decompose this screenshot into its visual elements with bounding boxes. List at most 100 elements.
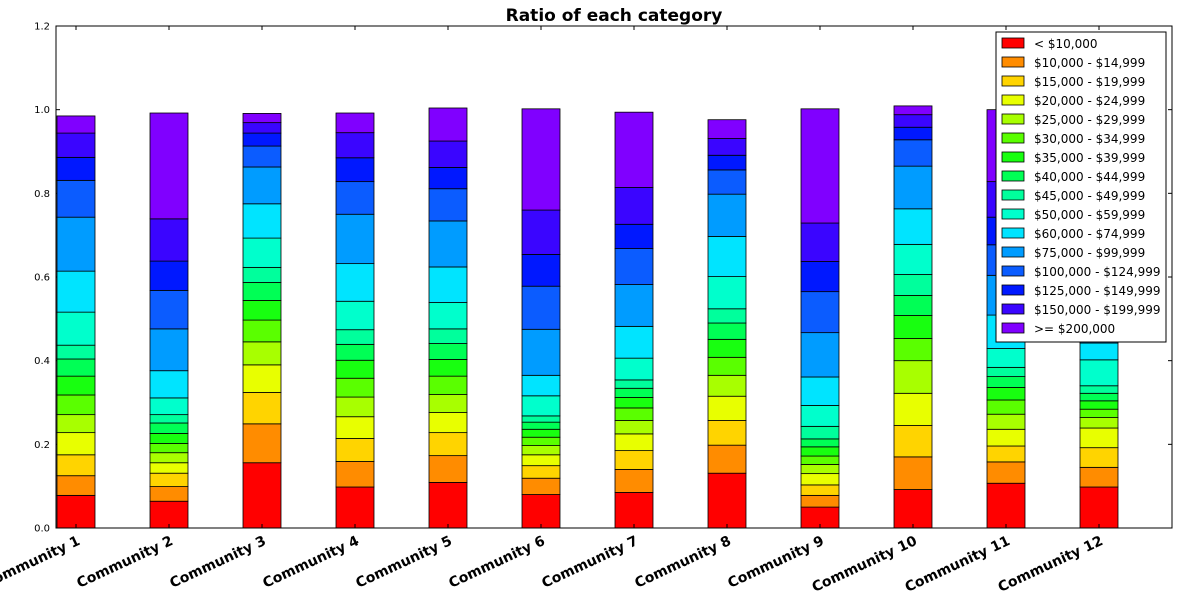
bar-segment xyxy=(428,107,468,142)
bar-segment xyxy=(242,203,282,239)
bar-segment xyxy=(893,489,933,529)
bar-segment xyxy=(521,445,561,456)
xtick-label: Community 6 xyxy=(446,533,547,592)
legend-swatch xyxy=(1001,322,1025,334)
bar-segment xyxy=(614,284,654,327)
ytick-label: 0.4 xyxy=(34,356,50,367)
bar-segment xyxy=(893,392,933,426)
bar-segment xyxy=(614,433,654,452)
bar-segment xyxy=(428,455,468,483)
legend-label: $35,000 - $39,999 xyxy=(1034,151,1145,165)
bar-segment xyxy=(242,145,282,168)
bar-segment xyxy=(56,414,96,434)
bar-segment xyxy=(335,300,375,331)
bar-segment xyxy=(707,169,747,195)
bar-segment xyxy=(893,105,933,116)
xtick-label: Community 2 xyxy=(74,533,175,592)
bar-segment xyxy=(986,482,1026,529)
bar-segment xyxy=(56,494,96,529)
xtick-label: Community 7 xyxy=(539,533,640,592)
bar-segment xyxy=(149,433,189,444)
legend-label: $100,000 - $124,999 xyxy=(1034,265,1160,279)
bar-segment xyxy=(242,392,282,425)
bar-segment xyxy=(56,156,96,181)
bar-segment xyxy=(800,494,840,508)
bar-segment xyxy=(335,359,375,379)
legend-label: $20,000 - $24,999 xyxy=(1034,94,1145,108)
bar-segment xyxy=(893,243,933,275)
bar-segment xyxy=(56,179,96,218)
legend-label: $25,000 - $29,999 xyxy=(1034,113,1145,127)
bar-segment xyxy=(614,469,654,493)
bar-segment xyxy=(428,482,468,529)
bar-segment xyxy=(614,407,654,421)
bar-segment xyxy=(335,132,375,159)
bar-segment xyxy=(335,438,375,462)
bar-segment xyxy=(428,394,468,413)
bar-segment xyxy=(149,472,189,487)
bar-segment xyxy=(614,450,654,470)
legend-swatch xyxy=(1001,227,1025,239)
bar-segment xyxy=(149,422,189,434)
bar-segment xyxy=(800,446,840,457)
bar-segment xyxy=(335,461,375,488)
bar-segment xyxy=(149,328,189,372)
bar-segment xyxy=(56,454,96,477)
bar-segment xyxy=(56,311,96,346)
xtick-label: Community 3 xyxy=(167,533,268,592)
bar-segment xyxy=(335,396,375,418)
bar-segment xyxy=(614,111,654,188)
legend-swatch xyxy=(1001,75,1025,87)
ytick-label: 0.8 xyxy=(34,189,50,200)
xtick-label: Community 4 xyxy=(260,533,361,592)
bar-segment xyxy=(986,413,1026,430)
bar-segment xyxy=(428,140,468,168)
bar-segment xyxy=(986,348,1026,368)
bar-segment xyxy=(800,455,840,465)
bar-segment xyxy=(800,405,840,427)
bar-segment xyxy=(1079,447,1119,468)
bar-segment xyxy=(800,473,840,486)
bar-segment xyxy=(56,432,96,456)
bar-segment xyxy=(614,387,654,398)
bar-segment xyxy=(986,376,1026,388)
bar-segment xyxy=(521,374,561,397)
bar-segment xyxy=(521,108,561,211)
bar-segment xyxy=(893,295,933,316)
bar-segment xyxy=(335,377,375,398)
bar-segment xyxy=(242,237,282,268)
bar-segment xyxy=(707,444,747,474)
legend-swatch xyxy=(1001,265,1025,277)
bar-segment xyxy=(242,364,282,393)
bar-segment xyxy=(335,486,375,529)
bar-segment xyxy=(149,500,189,529)
ytick-label: 0.2 xyxy=(34,440,50,451)
bar-segment xyxy=(149,112,189,220)
bar-segment xyxy=(800,376,840,406)
bar-segment xyxy=(707,236,747,277)
bar-segment xyxy=(800,108,840,224)
legend-label: $30,000 - $34,999 xyxy=(1034,132,1145,146)
ytick-label: 0.6 xyxy=(34,273,50,284)
bar-segment xyxy=(800,425,840,440)
bar-segment xyxy=(1079,427,1119,449)
bar-segment xyxy=(986,445,1026,463)
bar-segment xyxy=(335,157,375,183)
bar-segment xyxy=(242,113,282,124)
bar-segment xyxy=(707,472,747,529)
bar-segment xyxy=(335,181,375,215)
bar-segment xyxy=(428,266,468,303)
bar-segment xyxy=(242,266,282,283)
bar-segment xyxy=(335,343,375,361)
bar-segment xyxy=(614,325,654,359)
bar-segment xyxy=(242,423,282,464)
bar-segment xyxy=(986,366,1026,377)
bar-segment xyxy=(986,461,1026,484)
bar-segment xyxy=(335,329,375,345)
bar-segment xyxy=(893,208,933,245)
bar-segment xyxy=(800,332,840,378)
xtick-label: Community 1 xyxy=(0,533,83,592)
bar-segment xyxy=(521,428,561,438)
bar-segment xyxy=(1079,466,1119,488)
bar-segment xyxy=(707,420,747,446)
